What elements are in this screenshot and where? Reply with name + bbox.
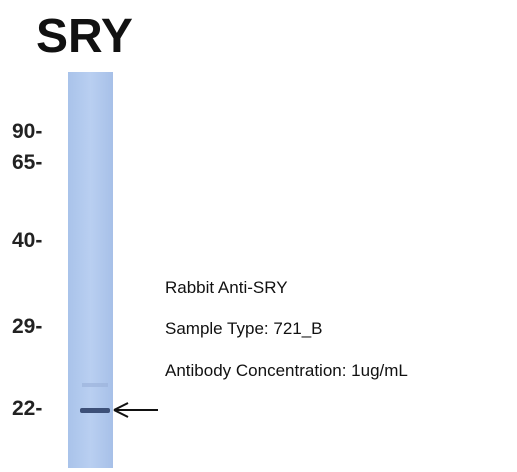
- blot-band: [80, 408, 110, 413]
- figure-title: SRY: [36, 10, 133, 63]
- marker-label: 65-: [12, 151, 42, 174]
- marker-label: 29-: [12, 315, 42, 338]
- annotation: Antibody Concentration: 1ug/mL: [165, 361, 408, 380]
- marker-label: 40-: [12, 229, 42, 252]
- annotation: Rabbit Anti-SRY: [165, 278, 288, 297]
- blot-figure: SRY 90- 65- 40- 29- 22- Rabbit Anti-SRY Sampl…: [0, 0, 517, 472]
- annotation: Sample Type: 721_B: [165, 319, 323, 338]
- faint-band: [82, 383, 108, 387]
- marker-label: 22-: [12, 397, 42, 420]
- marker-label: 90-: [12, 120, 42, 143]
